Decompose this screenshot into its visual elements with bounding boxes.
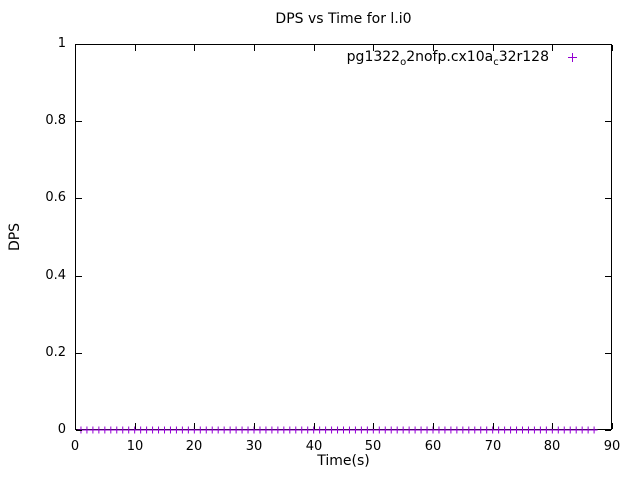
chart-title: DPS vs Time for l.i0 <box>275 11 412 27</box>
x-tick-mark <box>373 423 374 429</box>
legend-label-segment: pg1322 <box>346 49 401 65</box>
x-tick-mark-top <box>314 45 315 51</box>
legend-series-label: pg1322o2nofp.cx10ac32r128 <box>346 49 549 68</box>
x-tick-mark-top <box>75 45 76 51</box>
y-tick-mark <box>76 121 82 122</box>
y-tick-mark <box>76 44 82 45</box>
x-tick-mark-top <box>612 45 613 51</box>
x-tick-mark <box>314 423 315 429</box>
legend-label-subscript: o <box>400 56 407 68</box>
x-tick-mark <box>194 423 195 429</box>
y-tick-mark-right <box>605 198 611 199</box>
x-tick-label: 30 <box>245 439 263 454</box>
legend-label-segment: 32r128 <box>498 49 549 65</box>
x-tick-mark-top <box>373 45 374 51</box>
y-tick-label: 0.4 <box>45 268 66 283</box>
x-tick-label: 20 <box>185 439 203 454</box>
y-tick-mark-right <box>605 276 611 277</box>
y-tick-mark <box>76 198 82 199</box>
x-tick-mark <box>254 423 255 429</box>
legend-label-segment: 2nofp.cx10a <box>406 49 494 65</box>
x-tick-mark <box>75 423 76 429</box>
y-tick-mark-right <box>605 430 611 431</box>
x-tick-mark <box>135 423 136 429</box>
y-tick-mark-right <box>605 44 611 45</box>
y-tick-label: 0.8 <box>45 113 66 128</box>
x-tick-label: 50 <box>364 439 382 454</box>
x-tick-mark-top <box>493 45 494 51</box>
y-tick-label: 0.2 <box>45 345 66 360</box>
x-tick-mark-top <box>194 45 195 51</box>
plot-area <box>75 44 612 430</box>
x-tick-label: 90 <box>603 439 621 454</box>
y-tick-label: 0 <box>57 422 66 437</box>
x-tick-mark-top <box>135 45 136 51</box>
x-tick-mark <box>433 423 434 429</box>
y-tick-mark <box>76 430 82 431</box>
y-tick-mark <box>76 353 82 354</box>
y-tick-mark-right <box>605 353 611 354</box>
y-tick-label: 0.6 <box>45 190 66 205</box>
y-tick-mark <box>76 276 82 277</box>
x-tick-label: 10 <box>126 439 144 454</box>
x-tick-label: 80 <box>543 439 561 454</box>
x-tick-label: 70 <box>484 439 502 454</box>
x-tick-label: 40 <box>305 439 323 454</box>
x-tick-mark <box>493 423 494 429</box>
x-tick-mark <box>552 423 553 429</box>
x-tick-mark-top <box>254 45 255 51</box>
x-tick-mark-top <box>433 45 434 51</box>
x-tick-label: 60 <box>424 439 442 454</box>
legend-label-subscript: c <box>493 56 499 68</box>
x-tick-mark-top <box>552 45 553 51</box>
y-axis-label: DPS <box>7 222 23 252</box>
y-tick-label: 1 <box>57 36 66 51</box>
x-tick-mark <box>612 423 613 429</box>
x-tick-label: 0 <box>70 439 80 454</box>
y-tick-mark-right <box>605 121 611 122</box>
x-axis-label: Time(s) <box>317 453 370 469</box>
